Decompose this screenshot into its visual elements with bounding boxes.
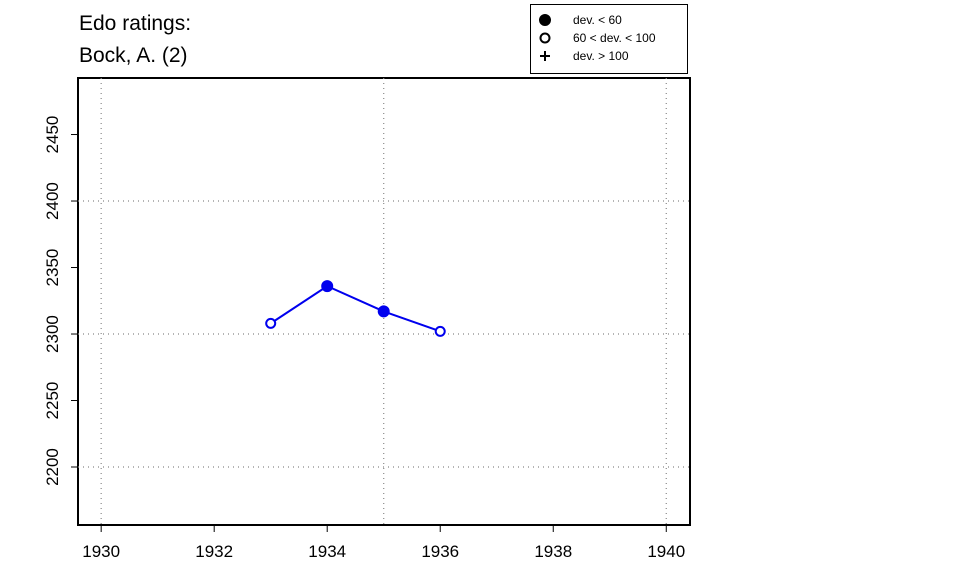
point [321, 280, 334, 293]
chart-title: Edo ratings: [79, 12, 191, 35]
x-tick-label: 1940 [647, 542, 685, 561]
legend-label: 60 < dev. < 100 [573, 31, 656, 45]
x-tick-label: 1930 [82, 542, 120, 561]
y-tick-label: 2250 [43, 382, 62, 420]
y-tick-label: 2200 [43, 448, 62, 486]
y-tick-label: 2450 [43, 116, 62, 154]
y-tick-label: 2400 [43, 182, 62, 220]
legend-marker [540, 51, 550, 61]
x-tick-label: 1936 [421, 542, 459, 561]
legend-label: dev. < 60 [573, 13, 622, 27]
y-tick-label: 2350 [43, 249, 62, 287]
x-tick-label: 1932 [195, 542, 233, 561]
y-tick-label: 2300 [43, 315, 62, 353]
legend-label: dev. > 100 [573, 49, 629, 63]
point [265, 317, 277, 329]
point [434, 325, 446, 337]
series-line [270, 285, 441, 333]
x-tick-label: 1934 [308, 542, 346, 561]
legend-box [530, 4, 688, 74]
point [377, 305, 390, 318]
chart-subtitle: Bock, A. (2) [79, 44, 188, 67]
plot-frame [77, 77, 691, 526]
legend-marker [539, 32, 551, 44]
x-tick-label: 1938 [534, 542, 572, 561]
legend-marker [539, 14, 551, 26]
